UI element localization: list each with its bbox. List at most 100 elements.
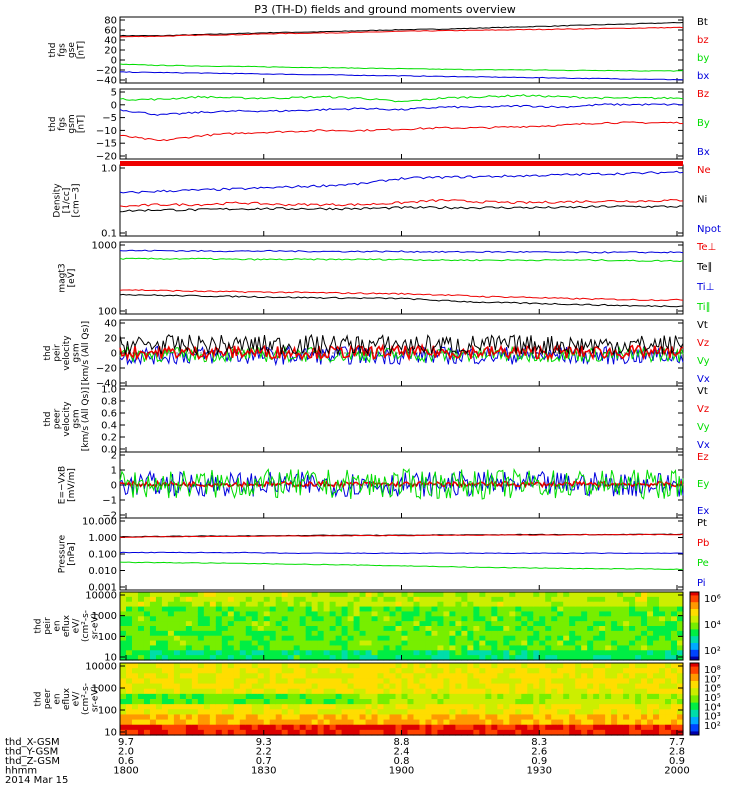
heatmap-cell	[287, 724, 295, 731]
heatmap-cell	[293, 678, 301, 685]
heatmap-cell	[557, 640, 564, 647]
heatmap-cell	[509, 601, 516, 608]
heatmap-cell	[263, 699, 271, 705]
heatmap-cell	[431, 729, 439, 736]
heatmap-cell	[359, 616, 367, 622]
heatmap-cell	[575, 729, 582, 736]
heatmap-cell	[287, 719, 295, 726]
heatmap-cell	[407, 630, 415, 637]
heatmap-cell	[641, 635, 648, 642]
heatmap-cell	[575, 626, 582, 632]
heatmap-cell	[383, 640, 391, 647]
heatmap-cell	[257, 596, 265, 603]
heatmap-cell	[353, 688, 361, 695]
heatmap-cell	[335, 621, 343, 627]
heatmap-cell	[521, 714, 528, 721]
heatmap-cell	[467, 724, 474, 731]
heatmap-cell	[635, 655, 642, 661]
colorbar-step	[690, 651, 699, 654]
heatmap-cell	[353, 729, 361, 736]
series-Pi	[119, 551, 684, 555]
legend-Ey: Ey	[697, 479, 709, 490]
panel-frame	[119, 164, 684, 237]
heatmap-cell	[281, 704, 289, 710]
heatmap-cell	[479, 663, 486, 669]
heatmap-cell	[647, 655, 654, 661]
heatmap-cell	[383, 606, 391, 613]
heatmap-cell	[317, 626, 325, 632]
heatmap-cell	[203, 709, 211, 716]
heatmap-cell	[605, 673, 612, 680]
heatmap-cell	[203, 693, 211, 700]
heatmap-cell	[263, 709, 271, 716]
heatmap-cell	[629, 640, 636, 647]
y-axis-label: thd peir en eflux eV/(cm²-s-sr-eV)	[34, 610, 101, 642]
heatmap-cell	[191, 650, 199, 656]
legend-Vx: Vx	[697, 440, 710, 451]
heatmap-cell	[593, 635, 600, 642]
heatmap-cell	[395, 724, 403, 731]
heatmap-cell	[575, 645, 582, 651]
heatmap-cell	[353, 724, 361, 731]
heatmap-cell	[305, 645, 313, 651]
heatmap-cell	[503, 683, 510, 690]
heatmap-cell	[659, 655, 666, 661]
heatmap-cell	[365, 678, 373, 685]
heatmap-cell	[485, 724, 492, 731]
heatmap-cell	[299, 611, 307, 617]
heatmap-cell	[593, 719, 600, 726]
heatmap-cell	[233, 630, 241, 637]
heatmap-cell	[305, 601, 313, 608]
heatmap-cell	[353, 645, 361, 651]
heatmap-cell	[359, 683, 367, 690]
heatmap-cell	[275, 693, 283, 700]
heatmap-cell	[587, 663, 594, 669]
heatmap-cell	[281, 729, 289, 736]
heatmap-cell	[377, 714, 385, 721]
y-axis-label-line: sr-eV)	[91, 613, 101, 639]
heatmap-cell	[419, 596, 427, 603]
heatmap-cell	[365, 626, 373, 632]
heatmap-cell	[329, 621, 337, 627]
heatmap-cell	[281, 668, 289, 674]
heatmap-cell	[509, 655, 516, 661]
heatmap-cell	[215, 626, 223, 632]
heatmap-cell	[455, 635, 462, 642]
heatmap-cell	[587, 626, 594, 632]
heatmap-cell	[401, 650, 409, 656]
heatmap-cell	[575, 709, 582, 716]
heatmap-cell	[329, 714, 337, 721]
heatmap-cell	[617, 688, 624, 695]
heatmap-cell	[575, 683, 582, 690]
heatmap-cell	[317, 645, 325, 651]
heatmap-cell	[275, 645, 283, 651]
heatmap-cell	[647, 704, 654, 710]
heatmap-cell	[377, 621, 385, 627]
heatmap-cell	[293, 645, 301, 651]
heatmap-cell	[185, 704, 193, 710]
heatmap-cell	[377, 719, 385, 726]
heatmap-cell	[125, 683, 133, 690]
heatmap-cell	[359, 663, 367, 669]
heatmap-cell	[329, 678, 337, 685]
heatmap-cell	[137, 724, 145, 731]
heatmap-cell	[335, 592, 343, 598]
heatmap-cell	[629, 601, 636, 608]
heatmap-cell	[377, 596, 385, 603]
heatmap-cell	[617, 724, 624, 731]
heatmap-cell	[155, 693, 163, 700]
heatmap-cell	[551, 606, 558, 613]
heatmap-cell	[653, 596, 660, 603]
heatmap-cell	[437, 635, 445, 642]
heatmap-cell	[191, 663, 199, 669]
heatmap-cell	[227, 719, 235, 726]
heatmap-cell	[521, 704, 528, 710]
heatmap-cell	[149, 729, 157, 736]
heatmap-cell	[323, 704, 331, 710]
heatmap-cell	[563, 668, 570, 674]
heatmap-cell	[431, 668, 439, 674]
heatmap-cell	[545, 606, 552, 613]
heatmap-cell	[173, 616, 181, 622]
heatmap-cell	[575, 724, 582, 731]
heatmap-cell	[257, 673, 265, 680]
